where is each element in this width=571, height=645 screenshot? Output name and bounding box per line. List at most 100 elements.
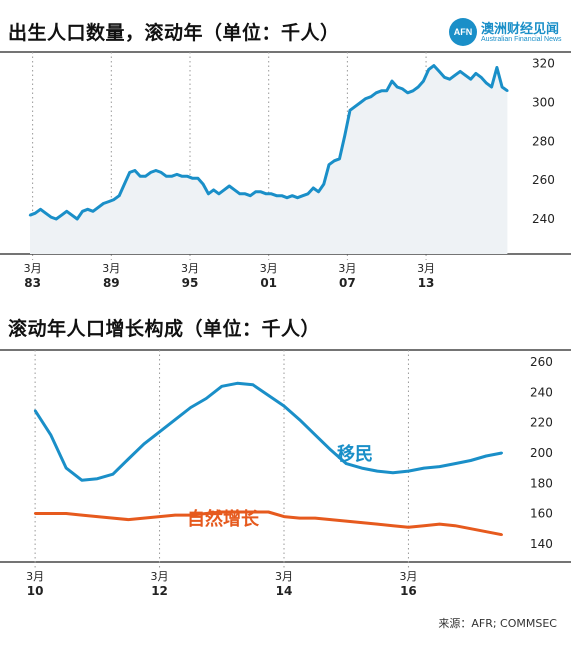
data-point — [479, 76, 483, 79]
data-point — [280, 194, 283, 197]
data-point — [118, 194, 121, 197]
brand-logo: AFN 澳洲财经见闻 Australian Financial News — [449, 16, 569, 50]
growth-chart-title: 滚动年人口增长构成（单位：千人） — [8, 318, 321, 340]
data-point — [464, 74, 467, 77]
x-tick-label-month: 3月 — [151, 570, 169, 583]
data-point — [65, 466, 68, 470]
series-line — [33, 381, 503, 482]
data-point — [80, 513, 84, 517]
data-point — [39, 208, 42, 211]
x-tick-label-month: 3月 — [24, 262, 42, 275]
data-point — [422, 524, 426, 527]
data-point — [33, 409, 37, 412]
x-tick-label-month: 3月 — [417, 262, 435, 275]
data-point — [298, 418, 301, 421]
data-point — [142, 516, 146, 520]
data-point — [97, 206, 100, 209]
data-point — [251, 510, 255, 514]
data-point — [70, 214, 74, 217]
y-tick-label: 240 — [532, 212, 555, 226]
data-point — [364, 97, 367, 100]
data-point — [500, 451, 503, 455]
data-point — [65, 210, 68, 213]
data-point — [149, 171, 152, 174]
data-point — [175, 173, 179, 176]
data-point — [275, 194, 278, 197]
data-point — [427, 68, 430, 71]
data-point — [49, 215, 53, 219]
data-point — [396, 85, 399, 89]
data-point — [127, 457, 130, 461]
data-point — [469, 527, 472, 530]
data-point — [191, 177, 194, 180]
data-point — [158, 430, 161, 433]
data-point — [49, 433, 52, 436]
data-point — [506, 89, 509, 93]
y-tick-label: 260 — [532, 173, 555, 187]
data-point — [34, 212, 37, 215]
y-tick-label: 260 — [530, 355, 553, 369]
data-point — [249, 194, 252, 197]
data-point — [474, 72, 478, 75]
data-point — [407, 469, 410, 473]
births-panel: 出生人口数量，滚动年（单位：千人） AFN 澳洲财经见闻 Australian … — [0, 0, 571, 300]
x-tick-label-year: 14 — [276, 584, 293, 598]
data-point — [33, 512, 37, 515]
data-point — [264, 192, 268, 195]
data-point — [102, 202, 105, 205]
x-tick-label-year: 01 — [260, 276, 277, 290]
data-point — [222, 188, 226, 192]
x-tick-label-year: 83 — [24, 276, 41, 290]
data-point — [360, 466, 363, 470]
data-point — [296, 196, 299, 199]
data-point — [453, 74, 457, 77]
data-point — [205, 512, 208, 515]
y-tick-label: 140 — [530, 537, 553, 551]
data-point — [411, 89, 415, 93]
data-point — [298, 516, 301, 520]
y-tick-label: 320 — [532, 57, 555, 71]
data-point — [220, 510, 223, 514]
x-tick-label-month: 3月 — [275, 570, 293, 583]
x-tick-label-month: 3月 — [26, 570, 44, 583]
data-point — [86, 208, 89, 211]
y-tick-label: 200 — [530, 446, 553, 460]
data-point — [217, 192, 221, 195]
data-point — [401, 87, 404, 91]
series-line — [35, 510, 503, 537]
data-point — [485, 530, 488, 533]
data-point — [422, 79, 425, 83]
x-tick-label-year: 95 — [182, 276, 199, 290]
data-point — [91, 210, 95, 213]
data-point — [189, 406, 192, 409]
data-point — [422, 466, 426, 470]
y-tick-label: 180 — [530, 476, 553, 490]
data-point — [391, 524, 395, 527]
data-point — [375, 91, 378, 95]
data-point — [390, 79, 394, 83]
data-point — [236, 382, 239, 385]
area-fill — [30, 65, 508, 254]
data-point — [111, 516, 115, 520]
data-point — [233, 188, 236, 192]
data-point — [282, 404, 286, 408]
data-point — [173, 513, 177, 517]
data-point — [55, 217, 58, 221]
y-tick-label: 280 — [532, 134, 555, 148]
data-point — [112, 198, 116, 201]
data-point — [228, 184, 231, 188]
data-point — [376, 522, 379, 526]
y-tick-label: 240 — [530, 385, 553, 399]
data-point — [96, 515, 99, 518]
data-point — [469, 78, 472, 81]
data-point — [417, 85, 420, 89]
data-point — [267, 510, 270, 514]
data-point — [285, 196, 289, 199]
data-point — [170, 175, 173, 178]
data-point — [343, 134, 346, 137]
data-point — [469, 459, 472, 462]
data-point — [139, 175, 142, 178]
logo-name-en: Australian Financial News — [481, 36, 562, 43]
series-label: 自然增长 — [187, 508, 260, 530]
growth-chart: 3月103月123月143月16140160180200220240260移民自… — [0, 349, 571, 598]
